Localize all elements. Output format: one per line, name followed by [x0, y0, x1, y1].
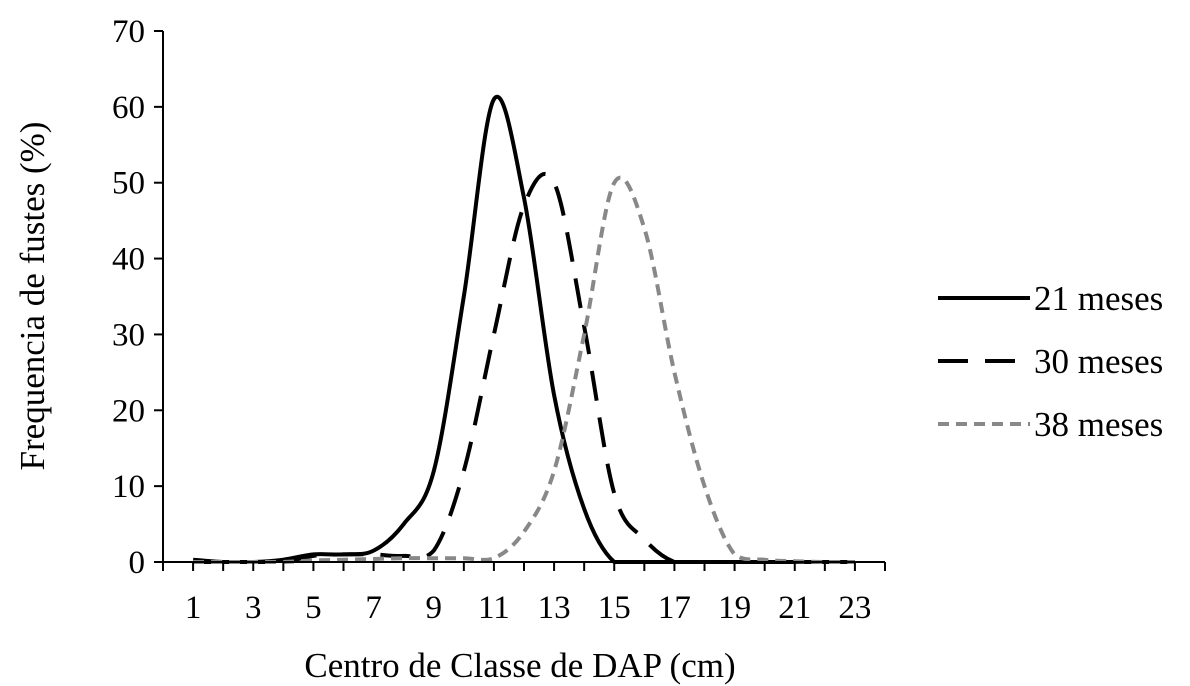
x-tick-label: 13	[538, 590, 571, 626]
series-line-3	[193, 175, 855, 564]
y-axis-title: Frequencia de fustes (%)	[13, 122, 52, 471]
y-tick-label: 0	[129, 545, 146, 581]
series-line-2	[193, 172, 855, 564]
x-tick-label: 21	[778, 590, 811, 626]
x-tick-label: 15	[598, 590, 631, 626]
x-tick-label: 17	[658, 590, 691, 626]
y-tick-label: 50	[112, 166, 145, 202]
y-tick-label: 30	[112, 317, 145, 353]
series-layer	[192, 94, 855, 564]
x-tick-label: 11	[478, 590, 510, 626]
series-line-1	[192, 94, 855, 564]
y-tick-label: 60	[112, 90, 145, 126]
x-tick-label: 9	[426, 590, 443, 626]
legend-label-1: 21 meses	[1034, 279, 1163, 318]
y-tick-label: 40	[112, 242, 145, 278]
x-tick-label: 1	[185, 590, 202, 626]
legend-label-2: 30 meses	[1034, 342, 1163, 381]
x-tick-label: 5	[305, 590, 322, 626]
y-tick-label: 70	[112, 14, 145, 50]
x-tick-label: 23	[838, 590, 871, 626]
x-axis-title: Centro de Classe de DAP (cm)	[304, 646, 735, 685]
axes	[154, 30, 886, 571]
x-tick-label: 3	[245, 590, 262, 626]
y-tick-label: 10	[112, 469, 145, 505]
legend: 21 meses 30 meses 38 meses	[938, 279, 1163, 444]
legend-label-3: 38 meses	[1034, 405, 1163, 444]
y-tick-label: 20	[112, 393, 145, 429]
x-tick-label: 19	[718, 590, 751, 626]
x-tick-label: 7	[365, 590, 382, 626]
